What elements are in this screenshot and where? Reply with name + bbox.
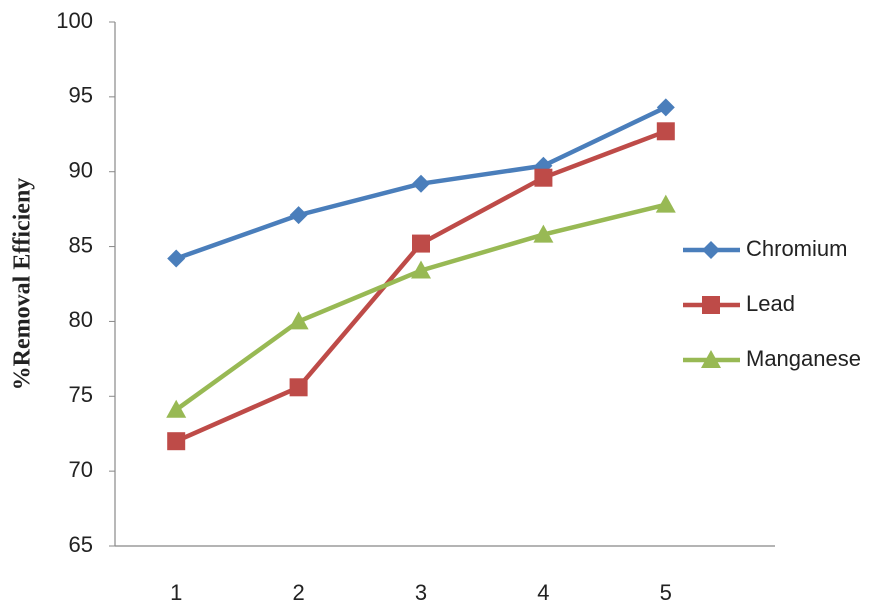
y-tick-label: 100: [56, 8, 93, 33]
y-tick-label: 95: [69, 83, 93, 108]
data-point: [534, 168, 553, 187]
x-tick-label: 2: [292, 580, 304, 605]
data-point: [167, 432, 186, 451]
data-point: [411, 260, 431, 279]
data-point: [656, 98, 675, 117]
y-tick-label: 80: [69, 307, 93, 332]
legend-marker: [701, 350, 721, 368]
legend-marker: [702, 296, 720, 314]
data-point: [656, 122, 675, 141]
data-point: [412, 234, 430, 253]
x-tick-label: 1: [170, 580, 182, 605]
legend-label: Manganese: [746, 346, 861, 371]
data-point: [289, 378, 308, 397]
legend-marker: [702, 241, 720, 259]
y-tick-label: 90: [69, 158, 93, 183]
data-point: [167, 249, 186, 268]
y-tick-label: 65: [69, 532, 93, 557]
y-axis-label: %Removal Efficieny: [10, 178, 36, 391]
x-tick-label: 5: [660, 580, 672, 605]
legend-label: Lead: [746, 291, 795, 316]
data-point: [288, 311, 309, 330]
x-tick-label: 3: [415, 580, 427, 605]
x-tick-label: 4: [537, 580, 549, 605]
y-tick-label: 70: [69, 457, 93, 482]
data-point: [655, 194, 676, 213]
data-point: [533, 224, 554, 243]
data-point: [412, 174, 430, 193]
y-tick-label: 75: [69, 382, 93, 407]
y-tick-label: 85: [69, 232, 93, 257]
data-point: [289, 206, 308, 225]
legend-label: Chromium: [746, 236, 847, 261]
data-point: [166, 399, 187, 418]
